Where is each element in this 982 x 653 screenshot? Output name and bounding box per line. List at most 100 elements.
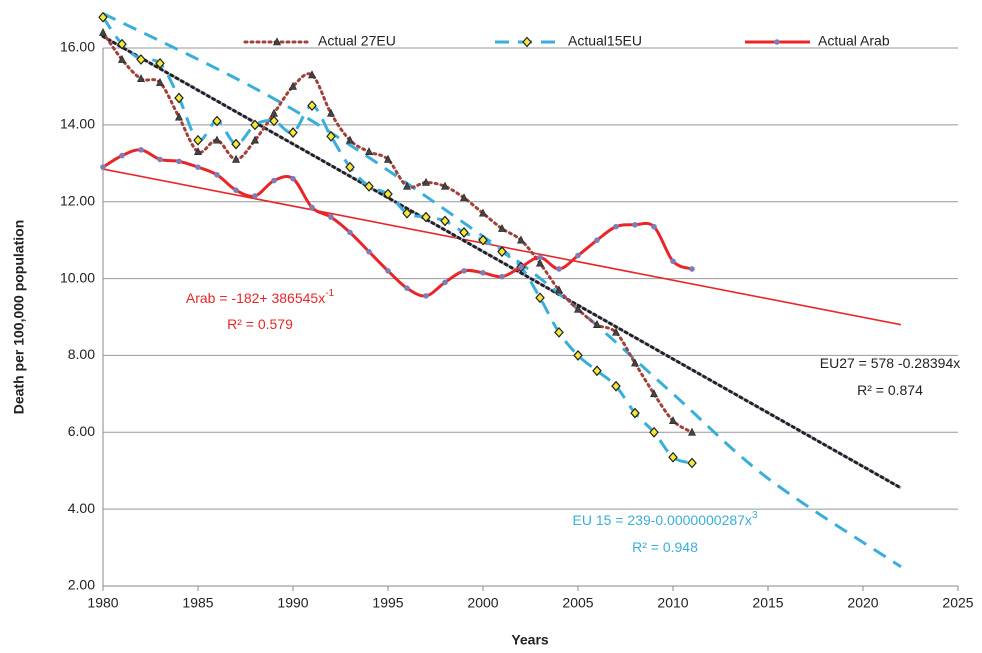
annotation-text: EU 15 = 239-0.0000000287x xyxy=(573,512,752,528)
x-tick-label: 2020 xyxy=(847,595,878,611)
marker xyxy=(366,248,372,255)
marker xyxy=(498,223,506,232)
marker xyxy=(365,147,373,156)
x-tick-label: 2025 xyxy=(942,595,973,611)
marker xyxy=(194,147,202,156)
marker xyxy=(669,416,677,425)
marker xyxy=(404,285,410,291)
marker xyxy=(689,266,695,272)
marker xyxy=(460,193,468,202)
marker xyxy=(251,135,259,144)
series-line xyxy=(101,31,694,434)
marker xyxy=(574,304,582,313)
y-tick-label: 14.00 xyxy=(60,116,95,132)
marker xyxy=(536,258,544,267)
marker xyxy=(195,164,201,170)
marker xyxy=(327,108,335,117)
marker xyxy=(670,258,676,265)
marker xyxy=(421,211,431,223)
marker xyxy=(231,138,241,150)
annotation-text: EU27 = 578 -0.28394x xyxy=(820,355,961,371)
y-tick-label: 12.00 xyxy=(60,192,95,208)
marker xyxy=(193,134,203,146)
marker xyxy=(233,187,239,193)
marker xyxy=(575,252,581,259)
y-tick-label: 16.00 xyxy=(60,39,95,55)
x-tick-label: 1995 xyxy=(372,595,403,611)
trendline xyxy=(102,12,902,569)
marker xyxy=(289,81,297,90)
marker xyxy=(385,268,391,274)
marker xyxy=(687,457,697,469)
x-tick-label: 2015 xyxy=(752,595,783,611)
marker xyxy=(459,227,469,238)
marker xyxy=(250,119,260,131)
marker xyxy=(554,326,564,338)
annotation-sup: -1 xyxy=(325,288,334,299)
marker xyxy=(440,215,450,227)
marker xyxy=(611,380,621,392)
x-tick-label: 2000 xyxy=(467,595,498,611)
legend-marker xyxy=(774,39,780,45)
marker xyxy=(688,427,696,436)
marker xyxy=(176,158,182,165)
marker xyxy=(650,389,658,398)
marker xyxy=(213,135,221,144)
marker xyxy=(326,130,336,142)
marker xyxy=(98,11,108,23)
marker xyxy=(269,115,279,127)
annotation-sup: 3 xyxy=(752,510,758,521)
marker xyxy=(136,54,146,65)
annotation: R² = 0.579 xyxy=(227,316,293,332)
y-tick-label: 10.00 xyxy=(60,269,95,285)
x-axis-title: Years xyxy=(511,632,549,648)
legend-label: Actual Arab xyxy=(818,33,890,49)
marker xyxy=(346,135,354,144)
marker xyxy=(593,320,601,328)
annotation-text: Arab = -182+ 386545x xyxy=(186,290,325,306)
marker xyxy=(479,208,487,217)
marker xyxy=(422,177,430,186)
y-tick-label: 2.00 xyxy=(68,577,95,593)
marker xyxy=(442,279,448,286)
marker xyxy=(345,161,355,173)
x-tick-label: 1985 xyxy=(182,595,213,611)
marker xyxy=(535,292,545,304)
marker xyxy=(155,57,165,69)
marker xyxy=(174,92,184,104)
marker xyxy=(631,358,639,367)
marker xyxy=(290,175,296,182)
y-axis-title: Death per 100,000 population xyxy=(11,220,27,415)
marker xyxy=(383,188,393,200)
marker xyxy=(403,181,411,190)
marker xyxy=(423,293,429,299)
marker xyxy=(119,152,125,159)
marker xyxy=(651,223,657,230)
trendline xyxy=(101,34,903,490)
legend-marker xyxy=(273,37,281,46)
y-tick-label: 4.00 xyxy=(68,500,95,516)
marker xyxy=(214,172,220,178)
marker xyxy=(138,147,144,153)
legend-label: Actual 27EU xyxy=(318,33,396,49)
annotation: Arab = -182+ 386545x-1 xyxy=(186,288,335,306)
marker xyxy=(309,204,315,211)
marker xyxy=(118,54,126,63)
marker xyxy=(480,270,486,276)
marker xyxy=(573,350,583,361)
marker xyxy=(364,180,374,192)
series-line xyxy=(101,16,693,465)
annotation: EU 15 = 239-0.0000000287x3 xyxy=(573,510,758,528)
annotation: EU27 = 578 -0.28394x xyxy=(820,355,961,371)
x-tick-label: 2005 xyxy=(562,595,593,611)
annotation-text: R² = 0.874 xyxy=(857,382,923,398)
annotation: R² = 0.874 xyxy=(857,382,923,398)
annotation-text: R² = 0.948 xyxy=(632,539,698,555)
marker xyxy=(308,70,316,79)
marker xyxy=(441,181,449,190)
marker xyxy=(175,112,183,121)
marker xyxy=(497,246,507,258)
x-tick-label: 1990 xyxy=(277,595,308,611)
